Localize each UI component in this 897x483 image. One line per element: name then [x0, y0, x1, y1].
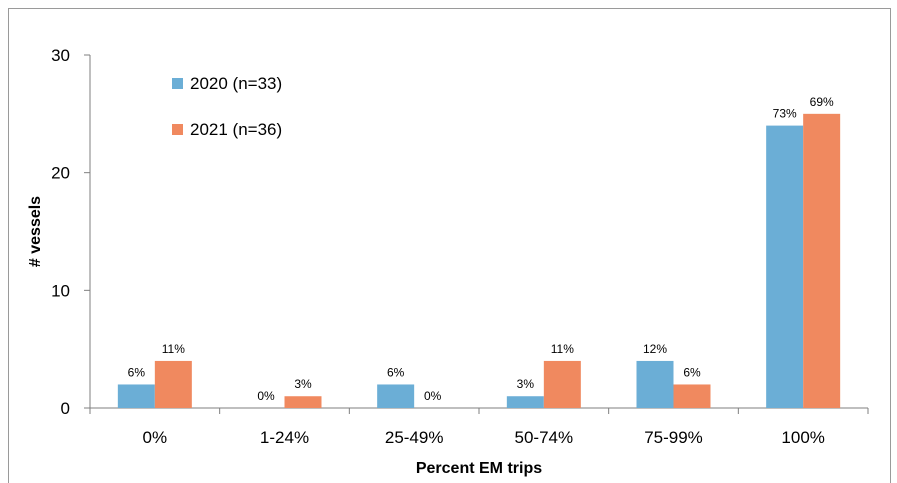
y-tick-label: 30 [51, 46, 70, 65]
y-tick-label: 20 [51, 164, 70, 183]
x-tick-label: 50-74% [515, 428, 574, 447]
data-label: 0% [424, 389, 442, 403]
x-tick-label: 1-24% [260, 428, 309, 447]
data-label: 12% [643, 342, 667, 356]
x-tick-label: 75-99% [644, 428, 703, 447]
bar [506, 396, 544, 408]
data-label: 6% [128, 365, 146, 379]
axes: 0 10 20 30 0% 1-24% 25-49% 50-74% 75-99% 100% [51, 46, 869, 447]
bars: 6% 11% 0% 3% 6% 0% 3% 11% 12% 6% 73% 69% [117, 95, 841, 408]
data-label: 6% [387, 365, 405, 379]
data-label: 69% [810, 95, 834, 109]
bar [117, 384, 155, 408]
y-axis-title: # vessels [27, 196, 44, 267]
data-label: 3% [517, 377, 535, 391]
data-label: 73% [773, 107, 797, 121]
data-label: 3% [294, 377, 312, 391]
x-tick-label: 0% [143, 428, 168, 447]
x-tick-label: 25-49% [385, 428, 444, 447]
legend: 2020 (n=33) 2021 (n=36) [172, 74, 282, 139]
bar [803, 113, 841, 408]
bar [154, 360, 192, 408]
legend-label: 2020 (n=33) [190, 74, 282, 93]
legend-label: 2021 (n=36) [190, 120, 282, 139]
bar [284, 396, 322, 408]
x-tick-label: 100% [781, 428, 824, 447]
data-label: 11% [551, 342, 574, 356]
legend-swatch [172, 78, 183, 89]
bar [377, 384, 415, 408]
legend-swatch [172, 124, 183, 135]
y-tick-label: 0 [61, 399, 70, 418]
bar [766, 125, 804, 408]
data-label: 0% [257, 389, 275, 403]
data-label: 6% [683, 365, 701, 379]
y-tick-label: 10 [51, 281, 70, 300]
data-label: 11% [162, 342, 185, 356]
bar [673, 384, 711, 408]
bar [543, 360, 581, 408]
x-axis-title: Percent EM trips [416, 460, 542, 477]
bar [636, 360, 674, 408]
